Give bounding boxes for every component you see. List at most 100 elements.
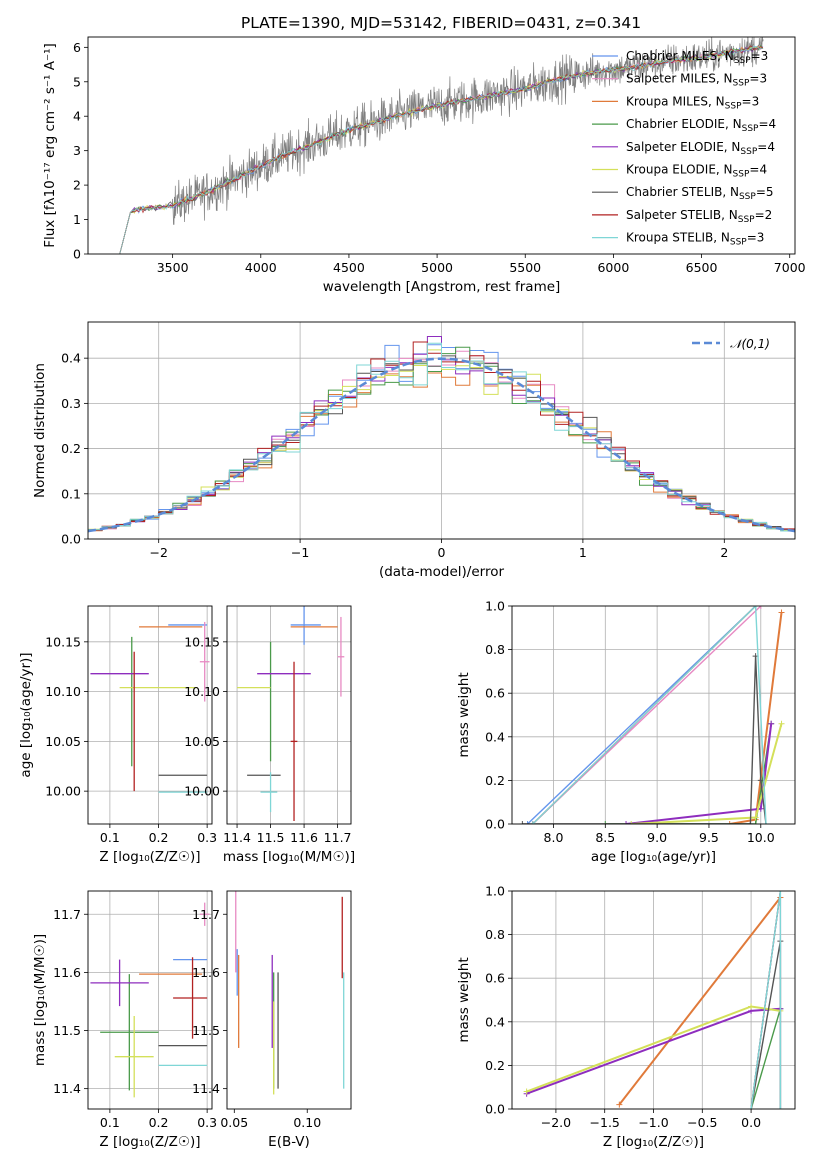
series-residual-hist: [88, 336, 795, 534]
series-weight-vs-age: [519, 606, 785, 824]
weight-line-8: [532, 606, 767, 824]
x-tick-label: 0.10: [293, 1115, 321, 1130]
weight-line-2: [729, 612, 783, 824]
x-tick-label: −1: [291, 545, 309, 560]
legend-suffix: =3: [742, 94, 760, 108]
legend-prefix: Salpeter MILES, N: [626, 72, 733, 86]
x-tick-label: 11.7: [324, 830, 352, 845]
y-tick-label: 0.3: [61, 396, 81, 411]
weight-marker: [768, 720, 775, 727]
y-tick-label: 4: [73, 109, 81, 124]
x-tick-label: 0.3: [197, 1115, 217, 1130]
hist-legend: 𝒩(0,1): [692, 337, 770, 351]
series-age-vs-Z: [90, 621, 210, 793]
plots-layer: 3500 4000 4500 5000 5500 6000 6500 7000 0 1 2 3 4 5 6 w…: [18, 36, 806, 1150]
axes-frame: [87, 36, 796, 255]
legend-suffix: =5: [756, 185, 774, 199]
x-tick-label: −2: [149, 545, 167, 560]
plot-weight-vs-Z: −2.0 −1.5 −1.0 −0.5 0.0 0.0 0.2 0.4 0.6 0.8 1.0 Z […: [456, 884, 796, 1150]
weight-marker: [524, 821, 531, 824]
x-tick-label: 3500: [157, 260, 189, 275]
x-axis-label: (data-model)/error: [379, 564, 505, 580]
weight-marker: [628, 821, 635, 824]
plot-weight-vs-age: 8.0 8.5 9.0 9.5 10.0 0.0 0.2 0.4 0.6 0.8 1.0 age [l…: [456, 599, 796, 865]
y-axis-label: age [log₁₀(age/yr)]: [18, 652, 34, 777]
x-tick-label: 0.1: [100, 830, 120, 845]
y-tick-label: 0.2: [61, 441, 81, 456]
y-tick-label: 0.8: [485, 642, 505, 657]
x-tick-label: 4500: [333, 260, 365, 275]
y-tick-label: 10.05: [45, 734, 81, 749]
legend-prefix: Chabrier MILES, N: [626, 49, 734, 63]
y-tick-label: 11.4: [192, 1081, 220, 1096]
legend-entry: Kroupa ELODIE, NSSP=4: [626, 163, 767, 180]
x-tick-label: 11.5: [257, 830, 285, 845]
x-tick-label: −2.0: [541, 1115, 571, 1130]
errorbar-point-4: [90, 959, 149, 1007]
weight-marker: [762, 821, 769, 824]
y-tick-label: 10.15: [45, 634, 81, 649]
axes-frame: [226, 605, 352, 825]
y-axis-label: Normed distribution: [32, 363, 48, 498]
normal-reference-curve: [88, 357, 795, 533]
errorbar-point-7: [290, 661, 298, 822]
y-tick-label: 10.00: [184, 784, 220, 799]
errorbar-point-5: [114, 1015, 154, 1098]
axes-frame: [87, 890, 213, 1110]
legend-entry: Chabrier ELODIE, NSSP=4: [626, 117, 776, 134]
x-axis-label: Z [log₁₀(Z/Z☉)]: [99, 1134, 200, 1150]
legend-suffix: =4: [749, 163, 767, 177]
grid-mass-vs-Z: [88, 891, 212, 1109]
legend-prefix: Chabrier ELODIE, N: [626, 117, 742, 131]
y-tick-label: 0.4: [485, 729, 505, 744]
x-tick-label: 8.0: [544, 830, 564, 845]
x-tick-label: 2: [720, 545, 728, 560]
series-age-vs-mass: [237, 606, 345, 822]
x-tick-label: 1: [579, 545, 587, 560]
axes-frame: [511, 890, 796, 1110]
legend-sub: SSP: [734, 56, 751, 66]
legend-prefix: Chabrier STELIB, N: [626, 185, 739, 199]
x-axis-label: mass [log₁₀(M/M☉)]: [223, 849, 355, 865]
grid-weight-vs-Z: [512, 890, 795, 1110]
series-spectrum: [119, 37, 764, 254]
legend-entry: Chabrier STELIB, NSSP=5: [626, 185, 774, 202]
x-tick-label: 7000: [774, 260, 806, 275]
legend-entry: Salpeter STELIB, NSSP=2: [626, 208, 772, 225]
x-tick-label: 8.5: [595, 830, 615, 845]
y-axis-label: mass [log₁₀(M/M☉)]: [32, 934, 48, 1066]
grid-age-vs-mass: [227, 606, 351, 824]
weight-marker: [623, 821, 630, 824]
legend-entry: Salpeter ELODIE, NSSP=4: [626, 140, 775, 157]
legend-sub: SSP: [739, 192, 756, 202]
legend-suffix: =4: [758, 117, 776, 131]
x-tick-label: 0.0: [741, 1115, 761, 1130]
y-tick-label: 11.7: [192, 907, 220, 922]
plot-spectrum: 3500 4000 4500 5000 5500 6000 6500 7000 0 1 2 3 4 5 6 w…: [42, 36, 806, 295]
weight-marker: [777, 1106, 784, 1109]
y-tick-label: 0.0: [61, 532, 81, 547]
y-tick-label: 0.0: [485, 817, 505, 832]
y-tick-label: 0.6: [485, 971, 505, 986]
legend-entry: Salpeter MILES, NSSP=3: [626, 72, 767, 89]
x-axis-label: wavelength [Angstrom, rest frame]: [323, 279, 561, 295]
errorbar-point-1: [199, 902, 210, 926]
x-axis-label: age [log₁₀(age/yr)]: [591, 849, 716, 865]
errorbar-point-8: [260, 772, 278, 813]
y-tick-label: 11.6: [53, 965, 81, 980]
legend-suffix: =4: [757, 140, 775, 154]
legend-sub: SSP: [733, 170, 750, 180]
x-tick-label: −1.5: [590, 1115, 620, 1130]
x-tick-label: 11.6: [290, 830, 318, 845]
weight-line-3: [750, 1008, 782, 1109]
grid-weight-vs-age: [512, 605, 795, 825]
weight-marker: [778, 720, 785, 727]
plot-mass-vs-Z: 0.1 0.2 0.3 11.4 11.5 11.6 11.7 Z [log₁₀(Z/Z☉)]…: [32, 890, 217, 1150]
axes-frame: [226, 890, 352, 1110]
y-tick-label: 10.10: [45, 684, 81, 699]
errorbar-point-1: [199, 621, 210, 702]
y-tick-label: 0.1: [61, 486, 81, 501]
legend-sub: SSP: [740, 147, 757, 157]
